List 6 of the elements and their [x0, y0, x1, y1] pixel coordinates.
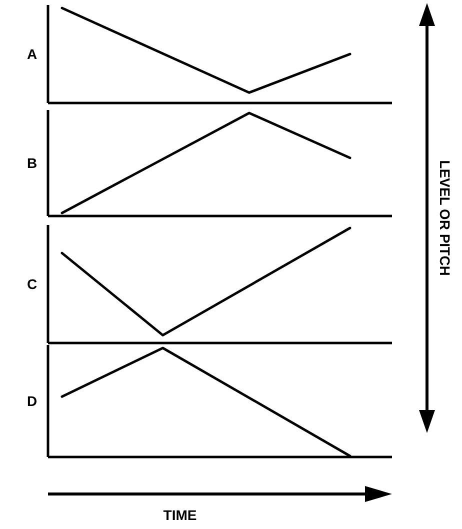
text: B [26, 155, 38, 171]
text: C [26, 276, 38, 292]
text: A [26, 46, 38, 62]
x-axis-title: TIME [163, 507, 197, 523]
y-axis-title: LEVEL OR PITCH [437, 160, 453, 276]
text: D [26, 393, 38, 409]
